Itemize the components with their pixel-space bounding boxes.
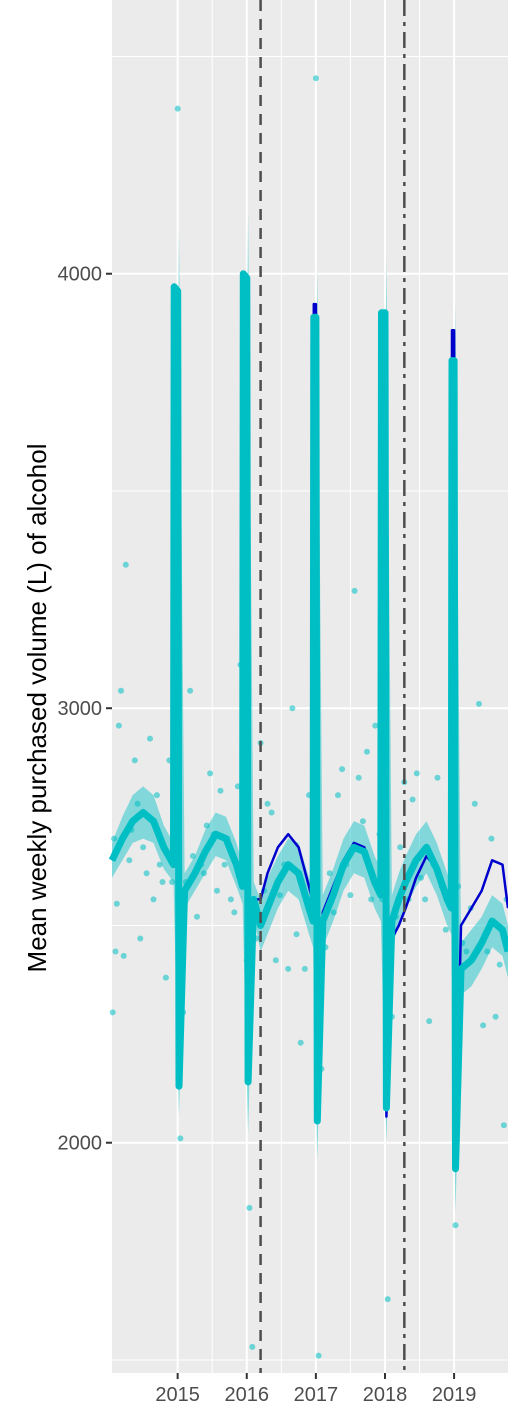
- observed-point: [364, 748, 370, 755]
- observed-point: [452, 1222, 459, 1229]
- observed-point: [326, 870, 333, 877]
- observed-point: [268, 809, 275, 816]
- observed-point: [137, 935, 144, 942]
- observed-point: [484, 948, 491, 955]
- observed-point: [335, 792, 341, 799]
- observed-point: [120, 952, 127, 959]
- observed-point: [500, 1122, 507, 1129]
- series-lines-layer: [108, 270, 508, 1173]
- y-axis: 2000 3000 4000: [58, 264, 112, 1155]
- observed-point: [492, 1013, 499, 1020]
- observed-point: [315, 1352, 322, 1359]
- y-tick-label: 2000: [58, 1133, 103, 1155]
- observed-point: [351, 587, 358, 594]
- series-line-fitted: [108, 270, 508, 1173]
- observed-point: [122, 561, 129, 568]
- observed-point: [272, 957, 279, 964]
- observed-point: [264, 800, 271, 807]
- observed-point: [221, 861, 228, 868]
- observed-point: [207, 770, 214, 777]
- observed-point: [174, 105, 181, 112]
- y-tick-label: 3000: [58, 698, 103, 720]
- observed-point: [339, 766, 346, 773]
- observed-point: [276, 892, 283, 899]
- observed-point: [126, 857, 133, 864]
- observed-point: [480, 1022, 487, 1029]
- observed-point: [246, 1204, 253, 1211]
- observed-point: [359, 818, 366, 825]
- x-axis: 2015 2016 2017 2018 2019: [155, 1373, 476, 1406]
- observed-point: [159, 879, 166, 885]
- observed-point: [156, 861, 163, 868]
- observed-point: [111, 835, 118, 842]
- observed-point: [109, 1009, 116, 1016]
- x-tick-label: 2015: [155, 1384, 200, 1406]
- observed-point: [347, 892, 354, 899]
- x-tick-label: 2016: [225, 1384, 270, 1406]
- observed-point: [471, 800, 478, 807]
- observed-point: [289, 705, 296, 712]
- observed-point: [131, 757, 138, 764]
- observed-point: [372, 722, 379, 729]
- observed-point: [177, 1135, 184, 1142]
- observed-point: [147, 735, 153, 742]
- observed-point: [355, 774, 362, 781]
- observed-point: [422, 896, 429, 903]
- observed-point: [249, 1343, 256, 1350]
- observed-point: [217, 787, 224, 794]
- observed-point: [384, 1296, 391, 1303]
- observed-point: [143, 870, 150, 877]
- x-tick-label: 2019: [432, 1384, 477, 1406]
- observed-point: [496, 961, 503, 968]
- observed-point: [134, 800, 141, 807]
- observed-point: [153, 792, 160, 799]
- observed-point: [368, 896, 375, 903]
- x-tick-label: 2018: [363, 1384, 408, 1406]
- observed-point: [293, 931, 300, 938]
- observed-point: [118, 687, 124, 694]
- observed-point: [297, 1039, 304, 1046]
- intervention-lines-layer: [259, 0, 406, 1373]
- observed-point: [140, 844, 147, 851]
- observed-point: [417, 874, 424, 881]
- observed-point: [434, 774, 441, 781]
- observed-point: [112, 948, 119, 955]
- observed-point: [187, 687, 194, 694]
- observed-point: [463, 948, 470, 955]
- observed-point: [115, 722, 122, 729]
- observed-point: [200, 870, 207, 877]
- observed-point: [488, 835, 495, 842]
- observed-point: [442, 926, 449, 933]
- observed-point: [426, 1018, 433, 1025]
- observed-point: [312, 75, 319, 82]
- observed-point: [409, 796, 416, 803]
- observed-point: [231, 909, 238, 916]
- observed-point: [189, 853, 196, 859]
- observed-point: [169, 879, 176, 885]
- observed-point: [476, 700, 482, 707]
- observed-point: [214, 887, 220, 894]
- observed-point: [162, 974, 169, 981]
- observed-point: [227, 896, 234, 903]
- observed-point: [113, 900, 120, 907]
- observed-point: [330, 909, 337, 916]
- y-tick-label: 4000: [58, 264, 103, 286]
- observed-point: [397, 844, 404, 851]
- y-axis-title: Mean weekly purchased volume (L) of alco…: [22, 444, 52, 973]
- observed-point: [150, 896, 157, 903]
- observed-point: [285, 965, 292, 972]
- observed-point: [301, 965, 308, 972]
- observed-point: [413, 770, 420, 777]
- observed-point: [194, 913, 200, 920]
- observed-point: [203, 822, 210, 829]
- x-tick-label: 2017: [294, 1384, 339, 1406]
